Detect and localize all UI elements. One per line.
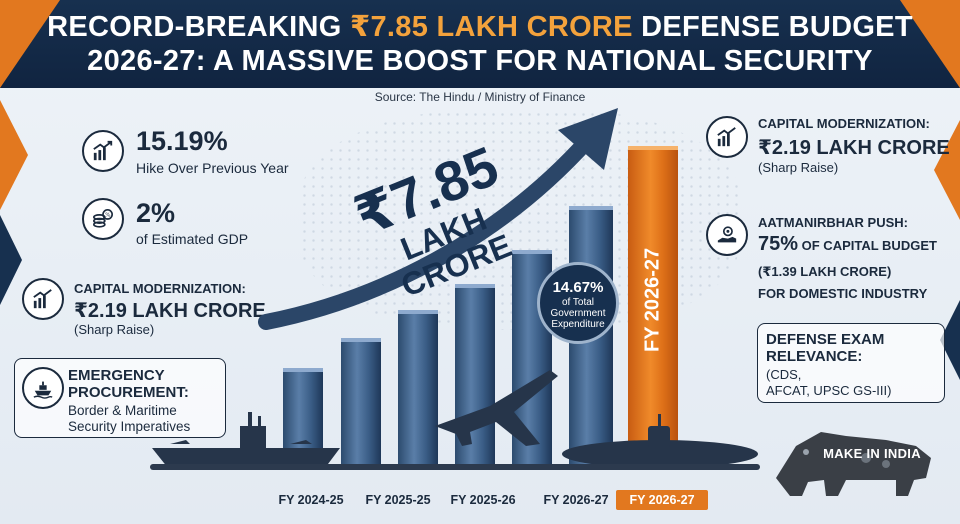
page-title: RECORD-BREAKING ₹7.85 LAKH CRORE DEFENSE… [40, 10, 920, 78]
make-in-india-label: MAKE IN INDIA [823, 446, 921, 461]
header-right-accent [900, 0, 960, 88]
ground-line [150, 464, 760, 470]
right-capital-value: ₹2.19 LAKH CRORE [758, 137, 950, 159]
exam-title-line1: DEFENSE EXAM [766, 331, 885, 348]
left-capital-note: (Sharp Raise) [74, 322, 155, 337]
title-part1: RECORD-BREAKING [47, 11, 350, 43]
emergency-desc-line2: Security Imperatives [68, 419, 191, 434]
tick-label: FY 2025-26 [450, 493, 516, 507]
left-capital-title: CAPITAL MODERNIZATION: [74, 281, 246, 296]
aatmanirbhar-suffix: OF CAPITAL BUDGET [798, 238, 937, 253]
decor-triangle [934, 120, 960, 220]
exam-relevance-box [757, 323, 945, 403]
pct-label-line2: Government [550, 308, 606, 319]
emergency-title-line2: PROCUREMENT: [68, 384, 189, 401]
hand-gear-icon [706, 214, 748, 256]
bar-fy-2025-25 [341, 338, 381, 464]
title-part2: DEFENSE BUDGET [632, 11, 913, 43]
decor-triangle [940, 300, 960, 380]
aatmanirbhar-value: 75% [758, 233, 799, 255]
growth-chart-icon [706, 116, 748, 158]
growth-chart-icon [82, 130, 124, 172]
decor-triangle [0, 215, 22, 305]
gdp-value: 2% [136, 198, 176, 228]
pct-label-line1: of Total [561, 297, 595, 308]
header-banner: RECORD-BREAKING ₹7.85 LAKH CRORE DEFENSE… [0, 0, 960, 88]
coins-icon: % [82, 198, 124, 240]
left-capital-value: ₹2.19 LAKH CRORE [74, 300, 266, 322]
emergency-title: EMERGENCY PROCUREMENT: [68, 367, 189, 401]
exam-title-line2: RELEVANCE: [766, 348, 863, 365]
hike-value: 15.19% [136, 126, 228, 156]
exam-desc: (CDS, AFCAT, UPSC GS-III) [766, 367, 891, 399]
pct-label: of Total Government Expenditure [540, 297, 616, 330]
aatmanirbhar-main: 75% OF CAPITAL BUDGET [758, 233, 937, 256]
tick-label: FY 2024-25 [278, 493, 344, 507]
pct-value: 14.67% [552, 279, 604, 296]
tick-label-highlight: FY 2026-27 [616, 490, 708, 510]
svg-text:%: % [105, 213, 110, 219]
exam-line1: (CDS, [766, 367, 802, 382]
right-capital-title: CAPITAL MODERNIZATION: [758, 116, 930, 131]
gdp-label: of Estimated GDP [136, 231, 249, 247]
source-line: Source: The Hindu / Ministry of Finance [374, 90, 586, 104]
right-capital-note: (Sharp Raise) [758, 160, 839, 175]
hike-label: Hike Over Previous Year [136, 160, 289, 176]
growth-arrow-icon [258, 108, 618, 330]
aircraft-carrier-icon [152, 412, 340, 468]
emergency-desc-line1: Border & Maritime [68, 403, 177, 418]
make-in-india-lion-icon [776, 432, 931, 496]
bar-fy-2026-27-highlight [628, 146, 678, 464]
expenditure-badge: 14.67% of Total Government Expenditure [537, 262, 619, 344]
emergency-title-line1: EMERGENCY [68, 367, 165, 384]
header-left-accent [0, 0, 60, 88]
aatmanirbhar-line2: (₹1.39 LAKH CRORE) [758, 264, 892, 279]
emergency-desc: Border & Maritime Security Imperatives [68, 403, 190, 435]
growth-chart-icon [22, 278, 64, 320]
bar-fy-2025-26 [398, 310, 438, 464]
ship-icon [22, 367, 64, 409]
tick-label: FY 2025-25 [365, 493, 431, 507]
exam-line2: AFCAT, UPSC GS-III) [766, 383, 892, 398]
tick-label: FY 2026-27 [543, 493, 609, 507]
pct-label-line3: Expenditure [551, 319, 605, 330]
decor-triangle [0, 100, 28, 210]
aatmanirbhar-title: AATMANIRBHAR PUSH: [758, 215, 908, 230]
aatmanirbhar-line3: FOR DOMESTIC INDUSTRY [758, 286, 928, 301]
title-line2: 2026-27: A MASSIVE BOOST FOR NATIONAL SE… [87, 45, 873, 77]
submarine-icon [562, 414, 758, 468]
title-highlight: ₹7.85 LAKH CRORE [350, 11, 633, 43]
fighter-jet-icon [435, 370, 558, 446]
x-axis-ticks: FY 2024-25 FY 2025-25 FY 2025-26 FY 2026… [0, 490, 960, 517]
exam-title: DEFENSE EXAM RELEVANCE: [766, 331, 884, 365]
